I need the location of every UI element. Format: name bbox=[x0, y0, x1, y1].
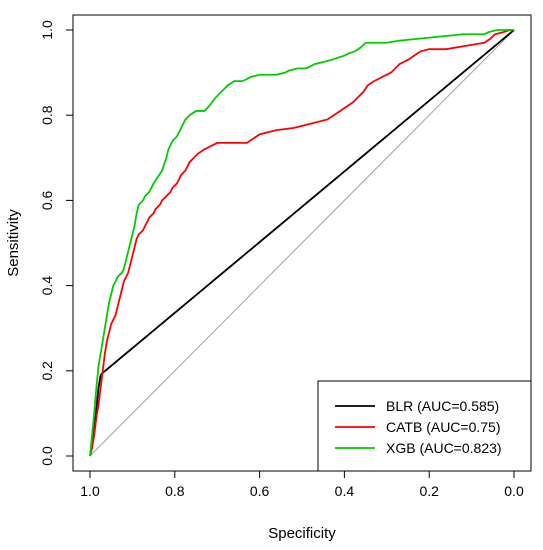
x-tick-label: 0.0 bbox=[504, 483, 524, 499]
x-tick-label: 0.2 bbox=[419, 483, 439, 499]
y-tick-label: 0.4 bbox=[39, 276, 55, 296]
legend-label-3: XGB (AUC=0.823) bbox=[386, 440, 502, 456]
series-line-2 bbox=[89, 29, 514, 457]
reference-diagonal-line bbox=[89, 29, 515, 457]
plot-frame bbox=[72, 14, 532, 472]
series-line-3 bbox=[89, 29, 514, 457]
y-tick-label: 0.8 bbox=[39, 105, 55, 125]
y-tick-label: 0.2 bbox=[39, 361, 55, 381]
x-axis-title: Specificity bbox=[268, 525, 336, 542]
x-tick-label: 0.6 bbox=[250, 483, 270, 499]
legend-label-1: BLR (AUC=0.585) bbox=[386, 398, 499, 414]
x-tick-label: 0.4 bbox=[335, 483, 355, 499]
legend: BLR (AUC=0.585) CATB (AUC=0.75) XGB (AUC=0… bbox=[317, 380, 532, 472]
y-axis-title: Sensitivity bbox=[5, 209, 22, 277]
y-tick-label: 1.0 bbox=[39, 20, 55, 40]
axis-ticks: 1.0 0.8 0.6 0.4 0.2 0.0 0.0 0.2 0.4 0.6 0.8 1.0 bbox=[39, 20, 524, 499]
legend-box bbox=[317, 380, 532, 472]
legend-label-2: CATB (AUC=0.75) bbox=[386, 419, 501, 435]
y-tick-label: 0.0 bbox=[39, 446, 55, 466]
x-tick-label: 0.8 bbox=[165, 483, 185, 499]
x-tick-label: 1.0 bbox=[80, 483, 100, 499]
plot-area bbox=[89, 29, 515, 457]
y-tick-label: 0.6 bbox=[39, 190, 55, 210]
